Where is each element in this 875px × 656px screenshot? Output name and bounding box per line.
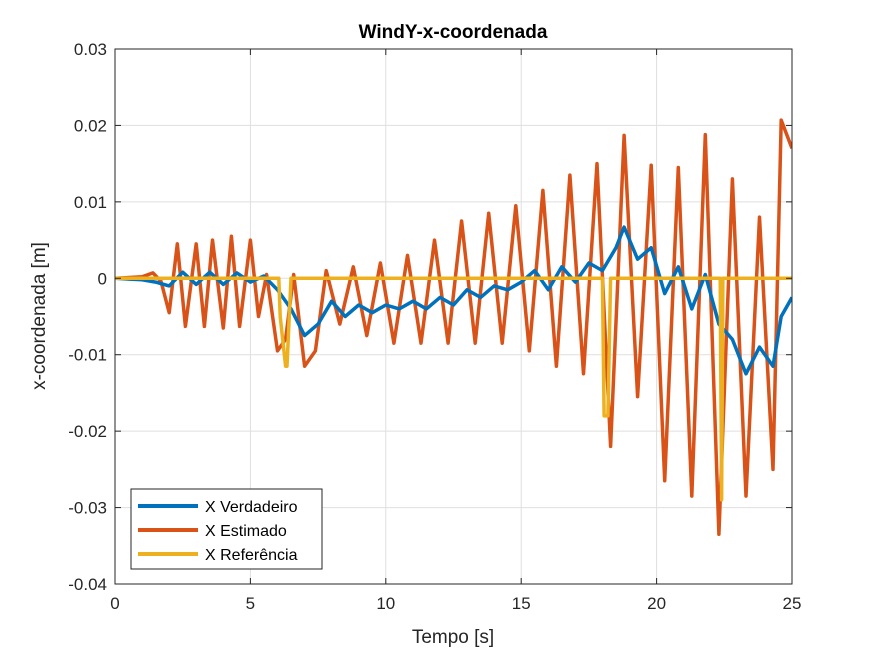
chart-title: WindY-x-coordenada xyxy=(359,22,548,43)
series-line-verdadeiro xyxy=(115,225,792,376)
y-tick-label: 0 xyxy=(98,269,107,288)
series-line-referencia xyxy=(115,276,792,502)
legend: X Verdadeiro X Estimado X Referência xyxy=(130,488,323,570)
legend-label-referencia: X Referência xyxy=(205,547,298,564)
x-tick-label: 5 xyxy=(246,594,255,613)
x-axis-label: Tempo [s] xyxy=(412,627,494,648)
plot-box xyxy=(114,48,793,585)
x-tick-label: 20 xyxy=(647,594,666,613)
y-tick-label: -0.03 xyxy=(68,499,107,518)
legend-label-estimado: X Estimado xyxy=(205,523,287,540)
y-tick-label: -0.04 xyxy=(68,575,107,594)
x-tick-label: 25 xyxy=(783,594,802,613)
x-tick-label: 10 xyxy=(376,594,395,613)
ticks: 0 5 10 15 20 25 -0.04 -0.03 -0.02 -0.01 0 0.01 0.02 0… xyxy=(68,40,801,613)
x-tick-label: 15 xyxy=(512,594,531,613)
y-tick-label: -0.01 xyxy=(68,346,107,365)
y-tick-label: 0.03 xyxy=(74,40,107,59)
series-lines xyxy=(115,118,792,537)
y-tick-label: 0.02 xyxy=(74,116,107,135)
x-tick-label: 0 xyxy=(110,594,119,613)
y-axis-label: x-coordenada [m] xyxy=(29,242,50,390)
y-tick-label: -0.02 xyxy=(68,422,107,441)
y-tick-label: 0.01 xyxy=(74,193,107,212)
legend-label-verdadeiro: X Verdadeiro xyxy=(205,499,298,516)
